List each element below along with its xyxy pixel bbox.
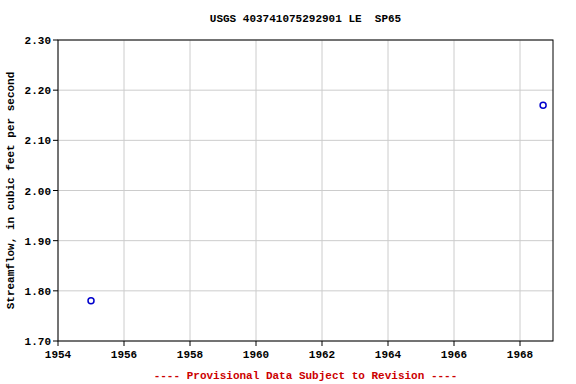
x-tick-label: 1958 — [177, 349, 204, 361]
x-tick-label: 1966 — [441, 349, 467, 361]
y-axis-label: Streamflow, in cubic feet per second — [5, 72, 17, 310]
x-tick-label: 1962 — [309, 349, 335, 361]
x-tick-label: 1956 — [111, 349, 137, 361]
x-tick-label: 1964 — [375, 349, 402, 361]
y-tick — [53, 190, 58, 191]
y-tick — [53, 240, 58, 241]
data-point — [540, 102, 546, 108]
y-tick — [53, 140, 58, 141]
x-tick — [454, 341, 455, 346]
x-tick — [124, 341, 125, 346]
background — [0, 0, 576, 384]
y-tick — [53, 40, 58, 41]
y-tick-label: 1.70 — [25, 336, 51, 348]
x-tick — [322, 341, 323, 346]
y-tick-label: 1.90 — [25, 236, 51, 248]
annotation: ---- Provisional Data Subject to Revisio… — [154, 370, 458, 382]
data-group — [88, 102, 546, 304]
plot-frame — [58, 40, 553, 341]
data-point — [88, 298, 94, 304]
y-tick-label: 2.10 — [25, 135, 51, 147]
x-tick — [58, 341, 59, 346]
y-grid-line — [58, 290, 553, 291]
x-tick — [520, 341, 521, 346]
y-tick — [53, 341, 58, 342]
y-tick-label: 1.80 — [25, 286, 51, 298]
y-tick-label: 2.00 — [25, 186, 51, 198]
y-grid-line — [58, 90, 553, 91]
y-tick — [53, 290, 58, 291]
x-tick-label: 1960 — [243, 349, 269, 361]
x-tick — [256, 341, 257, 346]
x-tick-label: 1968 — [507, 349, 534, 361]
x-tick-label: 1954 — [45, 349, 72, 361]
x-tick — [388, 341, 389, 346]
chart-container: 1954 1956 1958 1960 1962 1964 1966 1968 1.70 1.80… — [0, 0, 576, 384]
x-tick — [190, 341, 191, 346]
y-grid-line — [58, 190, 553, 191]
y-tick — [53, 90, 58, 91]
y-grid-line — [58, 140, 553, 141]
chart-svg: 1954 1956 1958 1960 1962 1964 1966 1968 1.70 1.80… — [0, 0, 576, 384]
y-tick-label: 2.30 — [25, 35, 51, 47]
chart-title: USGS 403741075292901 LE SP65 — [210, 13, 402, 25]
y-tick-label: 2.20 — [25, 85, 51, 97]
y-grid-line — [58, 240, 553, 241]
